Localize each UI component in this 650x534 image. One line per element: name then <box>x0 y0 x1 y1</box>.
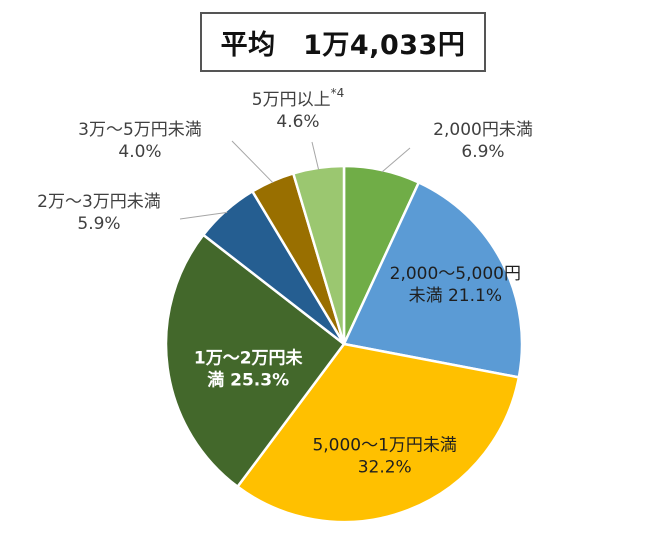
slice-label-6: 3万～5万円未満 4.0% <box>78 120 202 162</box>
slice-label-7: 5万円以上*4 4.6% <box>252 86 344 132</box>
slice-label-1: 2,000円未満 6.9% <box>433 120 533 162</box>
slice-label-5: 2万～3万円未満 5.9% <box>37 192 161 234</box>
leader-line-1 <box>382 148 410 172</box>
leader-line-7 <box>312 142 319 170</box>
leader-line-6 <box>232 141 273 183</box>
